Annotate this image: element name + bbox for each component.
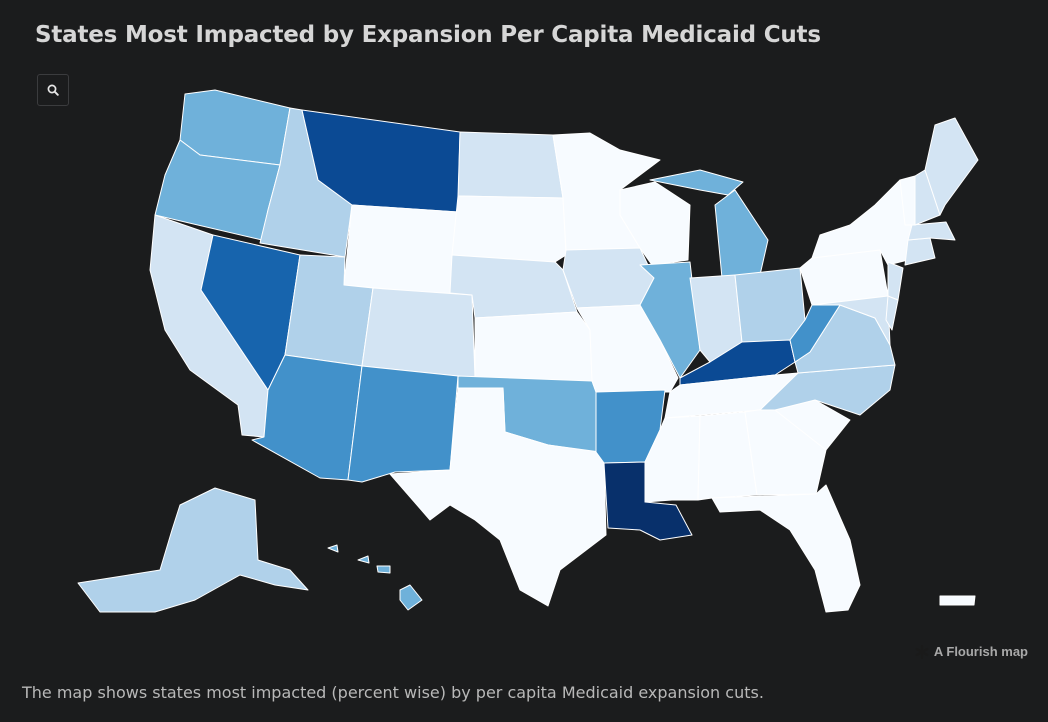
state-michigan[interactable] [649, 169, 769, 279]
state-delaware[interactable] [885, 295, 899, 331]
map-svg [77, 89, 979, 613]
state-north-dakota[interactable] [457, 131, 564, 199]
credit-label: A Flourish map [933, 644, 1028, 659]
state-maine[interactable] [924, 117, 979, 216]
us-choropleth-map [0, 80, 1048, 640]
flourish-asterisk-icon [915, 644, 929, 659]
state-illinois[interactable] [639, 261, 701, 379]
search-icon [47, 84, 59, 96]
state-alaska[interactable] [77, 487, 309, 613]
flourish-credit-link[interactable]: A Flourish map [915, 644, 1028, 659]
state-new-york[interactable] [811, 179, 913, 266]
state-massachusetts[interactable] [907, 221, 956, 241]
state-kansas[interactable] [474, 311, 593, 382]
state-hawaii[interactable] [327, 544, 423, 611]
state-alabama[interactable] [697, 411, 758, 501]
state-south-dakota[interactable] [451, 195, 567, 263]
state-new-mexico[interactable] [347, 365, 459, 483]
state-iowa[interactable] [562, 247, 655, 309]
state-pennsylvania[interactable] [799, 249, 889, 306]
state-colorado[interactable] [361, 287, 476, 379]
state-florida[interactable] [711, 484, 861, 613]
state-connecticut[interactable] [904, 237, 936, 266]
state-new-jersey[interactable] [887, 261, 904, 301]
state-puerto-rico[interactable] [939, 595, 976, 606]
state-wisconsin[interactable] [619, 181, 691, 266]
map-caption: The map shows states most impacted (perc… [22, 683, 764, 702]
search-button[interactable] [37, 74, 69, 106]
page-title: States Most Impacted by Expansion Per Ca… [35, 22, 821, 48]
state-texas[interactable] [389, 387, 607, 607]
state-maryland[interactable] [811, 295, 891, 346]
state-wyoming[interactable] [343, 204, 459, 296]
